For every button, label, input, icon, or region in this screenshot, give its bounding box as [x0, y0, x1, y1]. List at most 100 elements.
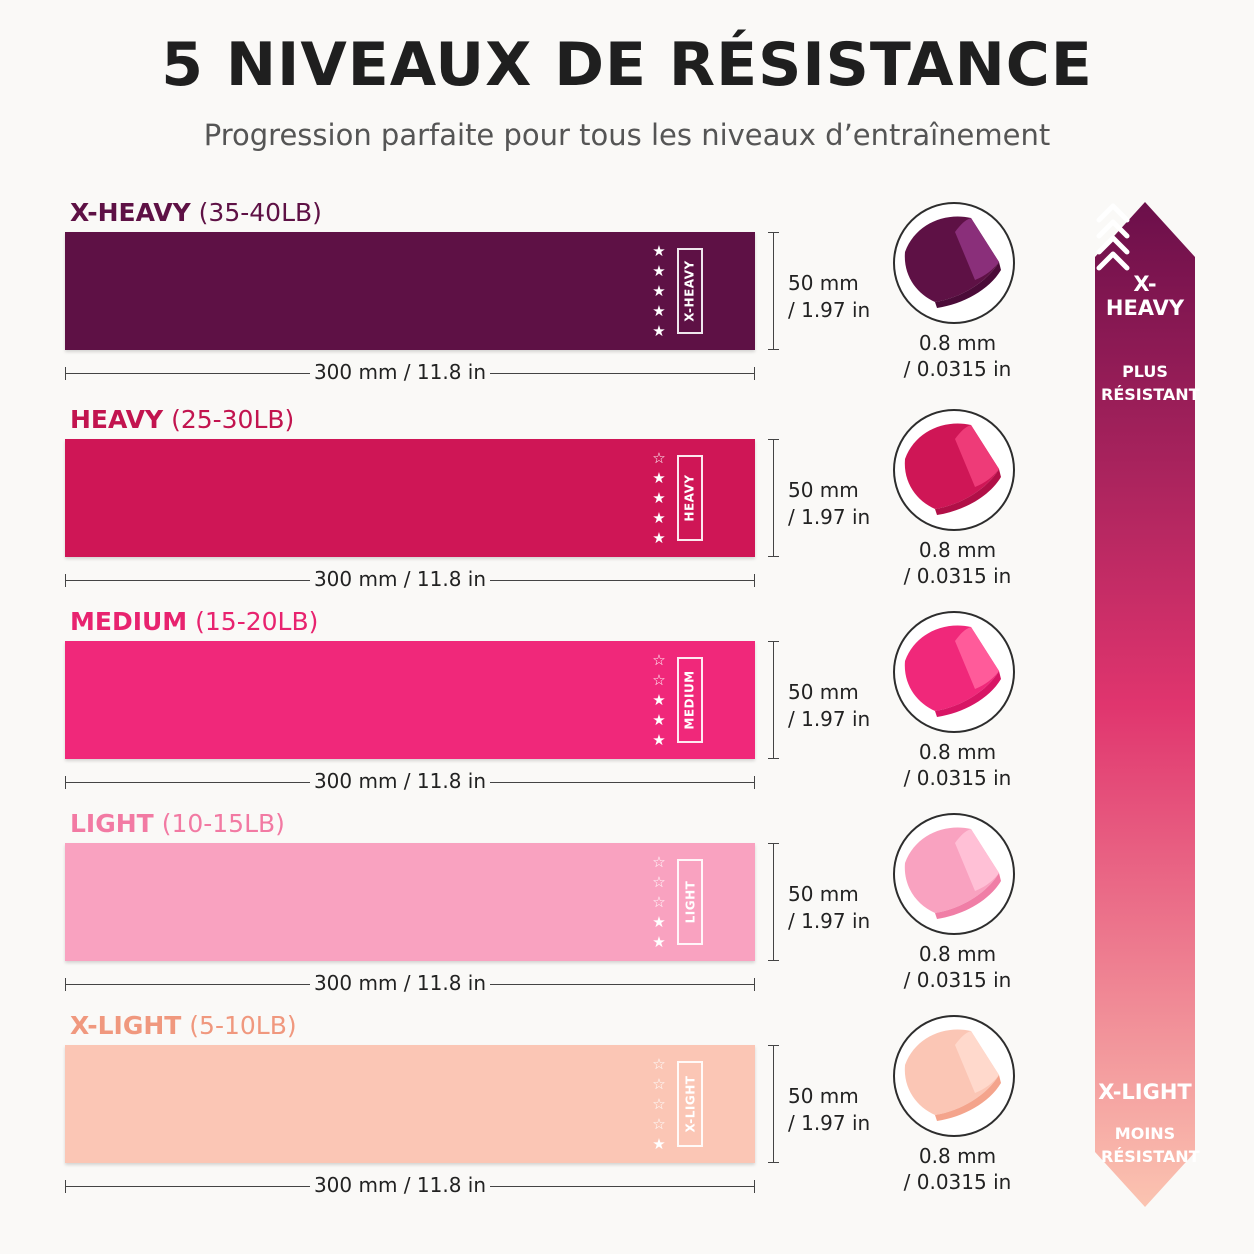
star-rating: ☆ ☆ ☆ ★ ★ — [651, 853, 667, 951]
thickness-mm: 0.8 mm — [918, 1144, 997, 1168]
band-loop-inner — [955, 627, 999, 689]
width-in: / 1.97 in — [788, 1111, 871, 1135]
band-row: X-LIGHT (5-10LB) ☆ ☆ ☆ ☆ ★ X-LIGHT 300 mm / … — [0, 1011, 1070, 1211]
band-loop-zoom — [893, 813, 1015, 935]
width-dimension-line — [768, 439, 779, 557]
chevrons-up-icon — [1096, 203, 1130, 271]
band-loop-inner — [955, 1031, 999, 1093]
band-tag-text: HEAVY — [683, 474, 698, 522]
width-dimension: 50 mm / 1.97 in — [788, 679, 870, 733]
thickness-dimension: 0.8 mm / 0.0315 in — [880, 330, 1035, 382]
band-loop-edge — [935, 873, 1001, 919]
band-loop-edge — [935, 1075, 1001, 1121]
band-range: (5-10LB) — [189, 1011, 297, 1040]
star-rating: ★ ★ ★ ★ ★ — [651, 242, 667, 340]
band-level: HEAVY — [70, 405, 164, 434]
scale-top-sub: PLUS RÉSISTANT — [1101, 362, 1200, 404]
resistance-band: ★ ★ ★ ★ ★ X-HEAVY — [65, 232, 755, 350]
resistance-band: ☆ ☆ ☆ ★ ★ LIGHT — [65, 843, 755, 961]
length-dimension: 300 mm / 11.8 in — [310, 567, 490, 591]
band-tag-text: X-HEAVY — [683, 260, 698, 322]
star-filled-icon: ★ — [652, 1135, 666, 1153]
length-dimension: 300 mm / 11.8 in — [310, 360, 490, 384]
star-empty-icon: ☆ — [652, 671, 666, 689]
band-tag: X-LIGHT — [677, 1061, 703, 1147]
band-label: LIGHT (10-15LB) — [70, 809, 285, 838]
band-level: X-HEAVY — [70, 198, 191, 227]
star-empty-icon: ☆ — [652, 1075, 666, 1093]
thickness-in: / 0.0315 in — [903, 1170, 1012, 1194]
star-empty-icon: ☆ — [652, 853, 666, 871]
resistance-band: ☆ ☆ ★ ★ ★ MEDIUM — [65, 641, 755, 759]
width-dimension-line — [768, 641, 779, 759]
band-loop-edge — [935, 262, 1001, 308]
band-level: X-LIGHT — [70, 1011, 182, 1040]
band-label: HEAVY (25-30LB) — [70, 405, 294, 434]
width-dimension: 50 mm / 1.97 in — [788, 477, 870, 531]
thickness-dimension: 0.8 mm / 0.0315 in — [880, 739, 1035, 791]
width-mm: 50 mm — [788, 1084, 859, 1108]
band-loop-zoom — [893, 1015, 1015, 1137]
page-subtitle: Progression parfaite pour tous les nivea… — [203, 118, 1051, 152]
star-filled-icon: ★ — [652, 711, 666, 729]
star-filled-icon: ★ — [652, 302, 666, 320]
band-loop-zoom — [893, 409, 1015, 531]
band-tag: HEAVY — [677, 455, 703, 541]
thickness-in: / 0.0315 in — [903, 766, 1012, 790]
band-range: (15-20LB) — [195, 607, 319, 636]
page-title: 5 NIVEAUX DE RÉSISTANCE — [161, 30, 1093, 100]
width-dimension-line — [768, 843, 779, 961]
thickness-dimension: 0.8 mm / 0.0315 in — [880, 537, 1035, 589]
thickness-in: / 0.0315 in — [903, 968, 1012, 992]
star-empty-icon: ☆ — [652, 1115, 666, 1133]
band-tag: X-HEAVY — [677, 248, 703, 334]
thickness-mm: 0.8 mm — [918, 942, 997, 966]
scale-bottom-sub: MOINS RÉSISTANT — [1101, 1124, 1200, 1166]
star-filled-icon: ★ — [652, 509, 666, 527]
width-mm: 50 mm — [788, 882, 859, 906]
band-range: (25-30LB) — [171, 405, 295, 434]
width-dimension: 50 mm / 1.97 in — [788, 270, 870, 324]
band-loop-inner — [955, 218, 999, 280]
band-loop-zoom — [893, 611, 1015, 733]
star-filled-icon: ★ — [652, 322, 666, 340]
star-rating: ☆ ★ ★ ★ ★ — [651, 449, 667, 547]
band-label: X-HEAVY (35-40LB) — [70, 198, 322, 227]
band-loop-edge — [935, 671, 1001, 717]
width-in: / 1.97 in — [788, 505, 871, 529]
band-range: (10-15LB) — [161, 809, 285, 838]
resistance-band: ☆ ★ ★ ★ ★ HEAVY — [65, 439, 755, 557]
star-filled-icon: ★ — [652, 469, 666, 487]
band-tag-text: LIGHT — [683, 880, 698, 924]
band-row: MEDIUM (15-20LB) ☆ ☆ ★ ★ ★ MEDIUM 300 mm / 1… — [0, 607, 1070, 807]
star-filled-icon: ★ — [652, 529, 666, 547]
band-tag: MEDIUM — [677, 657, 703, 743]
resistance-scale-arrow: X-HEAVY PLUS RÉSISTANT X-LIGHT MOINS RÉS… — [1095, 202, 1200, 1207]
band-tag-text: MEDIUM — [683, 670, 697, 730]
band-loop-inner — [955, 425, 999, 487]
star-filled-icon: ★ — [652, 282, 666, 300]
band-level: LIGHT — [70, 809, 154, 838]
thickness-dimension: 0.8 mm / 0.0315 in — [880, 1143, 1035, 1195]
length-dimension: 300 mm / 11.8 in — [310, 1173, 490, 1197]
length-dimension: 300 mm / 11.8 in — [310, 971, 490, 995]
star-empty-icon: ☆ — [652, 449, 666, 467]
scale-top-label: X-HEAVY — [1105, 272, 1185, 320]
scale-bottom-label: X-LIGHT — [1098, 1080, 1192, 1104]
band-level: MEDIUM — [70, 607, 188, 636]
band-label: X-LIGHT (5-10LB) — [70, 1011, 297, 1040]
band-loop-edge — [935, 469, 1001, 515]
band-label: MEDIUM (15-20LB) — [70, 607, 318, 636]
scale-arrow-shape — [1095, 202, 1195, 1207]
star-empty-icon: ☆ — [652, 1055, 666, 1073]
thickness-mm: 0.8 mm — [918, 740, 997, 764]
length-dimension: 300 mm / 11.8 in — [310, 769, 490, 793]
width-mm: 50 mm — [788, 271, 859, 295]
thickness-mm: 0.8 mm — [918, 538, 997, 562]
band-loop-inner — [955, 829, 999, 891]
star-filled-icon: ★ — [652, 913, 666, 931]
width-mm: 50 mm — [788, 680, 859, 704]
star-filled-icon: ★ — [652, 691, 666, 709]
star-empty-icon: ☆ — [652, 893, 666, 911]
star-empty-icon: ☆ — [652, 651, 666, 669]
